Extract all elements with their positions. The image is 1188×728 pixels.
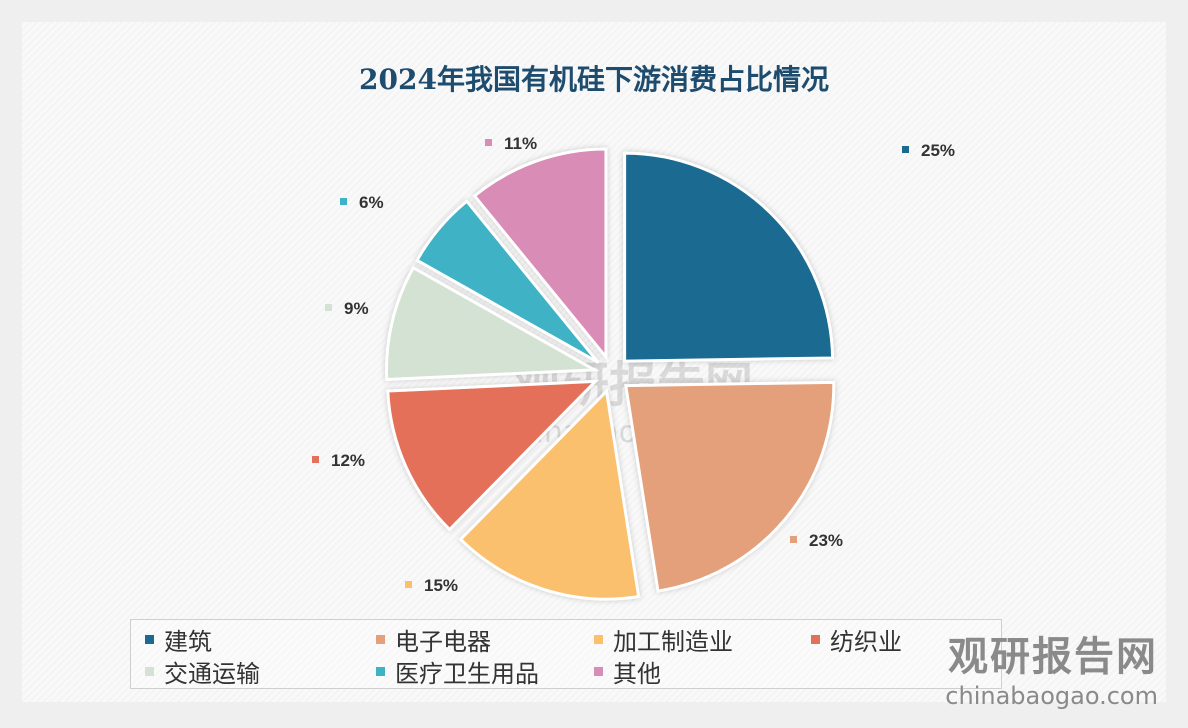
data-label-4: 9% — [344, 299, 369, 318]
legend-swatch — [594, 667, 603, 676]
legend-label: 加工制造业 — [613, 628, 733, 656]
legend: 建筑 电子电器 加工制造业 纺织业交通运输 医疗卫生用品 其他 — [130, 619, 1002, 689]
legend-swatch — [376, 667, 385, 676]
legend-label: 建筑 — [164, 628, 212, 656]
label-marker-0 — [902, 146, 909, 153]
pie-slice-0 — [623, 151, 835, 363]
data-label-1: 23% — [809, 531, 843, 550]
data-label-3: 12% — [331, 451, 365, 470]
legend-label: 电子电器 — [395, 628, 491, 656]
legend-swatch — [811, 635, 820, 644]
pie-slice-2 — [458, 387, 641, 601]
chart-title: 2024年我国有机硅下游消费占比情况 — [359, 63, 829, 96]
legend-item-3: 纺织业 — [811, 622, 902, 657]
label-marker-1 — [790, 536, 797, 543]
legend-item-6: 其他 — [594, 654, 661, 689]
legend-item-1: 电子电器 — [376, 622, 491, 657]
label-marker-4 — [325, 304, 332, 311]
data-label-0: 25% — [921, 141, 955, 160]
legend-swatch — [145, 667, 154, 676]
legend-item-5: 医疗卫生用品 — [376, 654, 539, 689]
pie-slice-4 — [384, 265, 600, 382]
label-marker-5 — [340, 198, 347, 205]
watermark-logo: 观研报告网 chinabaogao.com — [945, 634, 1158, 710]
label-marker-2 — [405, 581, 412, 588]
data-label-2: 15% — [424, 576, 458, 595]
legend-swatch — [594, 635, 603, 644]
legend-item-0: 建筑 — [145, 622, 212, 657]
pie-slice-3 — [386, 379, 600, 532]
data-label-5: 6% — [359, 193, 384, 212]
pie-slice-1 — [624, 380, 836, 593]
data-label-6: 11% — [504, 134, 537, 153]
legend-label: 其他 — [613, 660, 661, 688]
legend-swatch — [145, 635, 154, 644]
label-marker-3 — [312, 456, 319, 463]
legend-label: 交通运输 — [164, 660, 260, 688]
pie-slice-5 — [414, 199, 600, 364]
legend-label: 纺织业 — [830, 628, 902, 656]
legend-item-4: 交通运输 — [145, 654, 260, 689]
legend-item-2: 加工制造业 — [594, 622, 733, 657]
legend-swatch — [376, 635, 385, 644]
legend-label: 医疗卫生用品 — [395, 660, 539, 688]
label-marker-6 — [485, 139, 492, 146]
pie-slice-6 — [472, 147, 608, 362]
chart-background — [22, 22, 1166, 702]
